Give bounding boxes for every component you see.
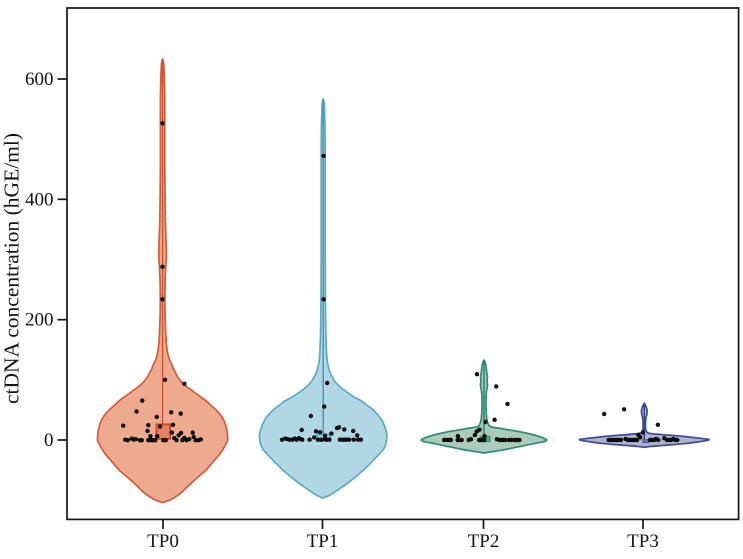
svg-text:TP0: TP0 [147,531,179,552]
svg-text:0: 0 [44,430,54,451]
svg-text:ctDNA concentration (hGE/ml): ctDNA concentration (hGE/ml) [0,133,24,404]
svg-text:600: 600 [25,69,54,90]
svg-text:400: 400 [25,189,54,210]
svg-text:TP2: TP2 [468,531,500,552]
svg-text:TP3: TP3 [627,531,659,552]
svg-text:TP1: TP1 [307,531,339,552]
svg-text:200: 200 [25,310,54,331]
